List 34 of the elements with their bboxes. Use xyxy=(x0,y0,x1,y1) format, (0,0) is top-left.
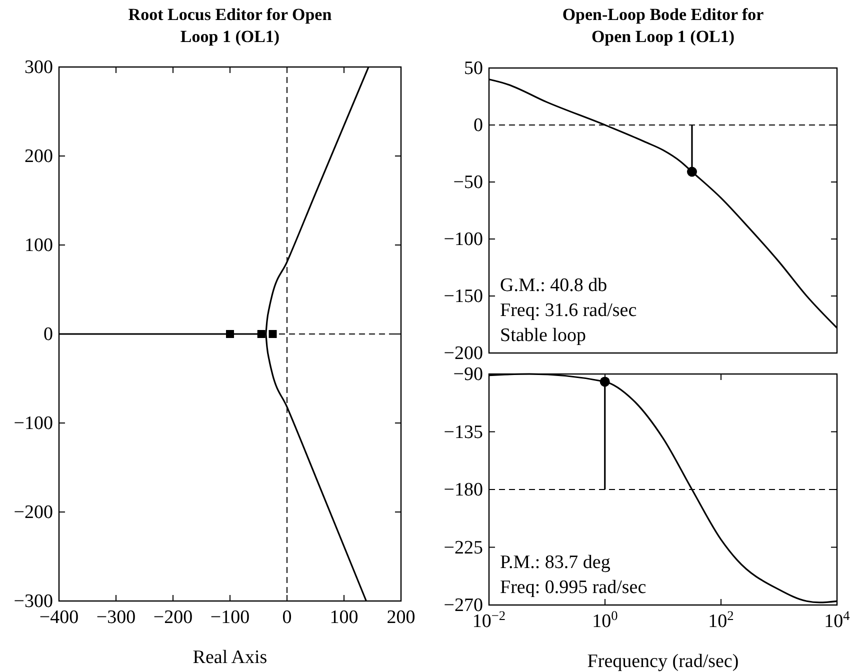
x-axis-title: Frequency (rad/sec) xyxy=(587,651,739,672)
y-tick-label: −90 xyxy=(453,364,483,385)
y-tick-label: −180 xyxy=(444,480,483,500)
y-tick-label: 0 xyxy=(44,324,53,345)
y-tick-label: −100 xyxy=(14,413,53,434)
y-tick-label: −150 xyxy=(444,286,483,307)
x-tick-label: 10$^{4}$ xyxy=(824,608,850,632)
chart-title: Open-Loop Bode Editor for Open Loop 1 (OL1) xyxy=(562,5,764,46)
y-tick-label: 200 xyxy=(24,146,53,167)
y-tick-label: −50 xyxy=(453,172,483,193)
x-tick-label: −200 xyxy=(153,607,193,628)
x-axis-title: Real Axis xyxy=(192,647,268,668)
x-tick-label: 100 xyxy=(330,607,358,628)
y-tick-label: −200 xyxy=(14,502,53,523)
x-tick-label: −300 xyxy=(96,607,136,628)
y-tick-label: −225 xyxy=(444,537,483,558)
x-tick-label: −100 xyxy=(210,607,250,628)
y-tick-label: 50 xyxy=(464,58,483,79)
y-tick-label: 100 xyxy=(24,235,53,256)
annotation: Freq: 31.6 rad/sec xyxy=(500,300,637,321)
annotation: P.M.: 83.7 deg xyxy=(500,552,611,573)
y-tick-label: 0 xyxy=(474,115,483,136)
annotation: Stable loop xyxy=(500,325,586,346)
annotation: G.M.: 40.8 db xyxy=(500,275,608,296)
x-tick-label: 10$^{0}$ xyxy=(592,608,618,632)
y-tick-label: −200 xyxy=(444,343,483,364)
x-tick-label: 0 xyxy=(282,607,292,628)
x-tick-label: 200 xyxy=(386,607,416,628)
y-tick-label: −100 xyxy=(444,229,483,250)
x-tick-label: 10$^{2}$ xyxy=(708,608,734,632)
y-tick-label: −135 xyxy=(444,422,483,443)
chart-title: Root Locus Editor for Open Loop 1 (OL1) xyxy=(128,5,332,46)
annotation: Freq: 0.995 rad/sec xyxy=(500,577,646,598)
y-tick-label: 300 xyxy=(24,57,53,78)
